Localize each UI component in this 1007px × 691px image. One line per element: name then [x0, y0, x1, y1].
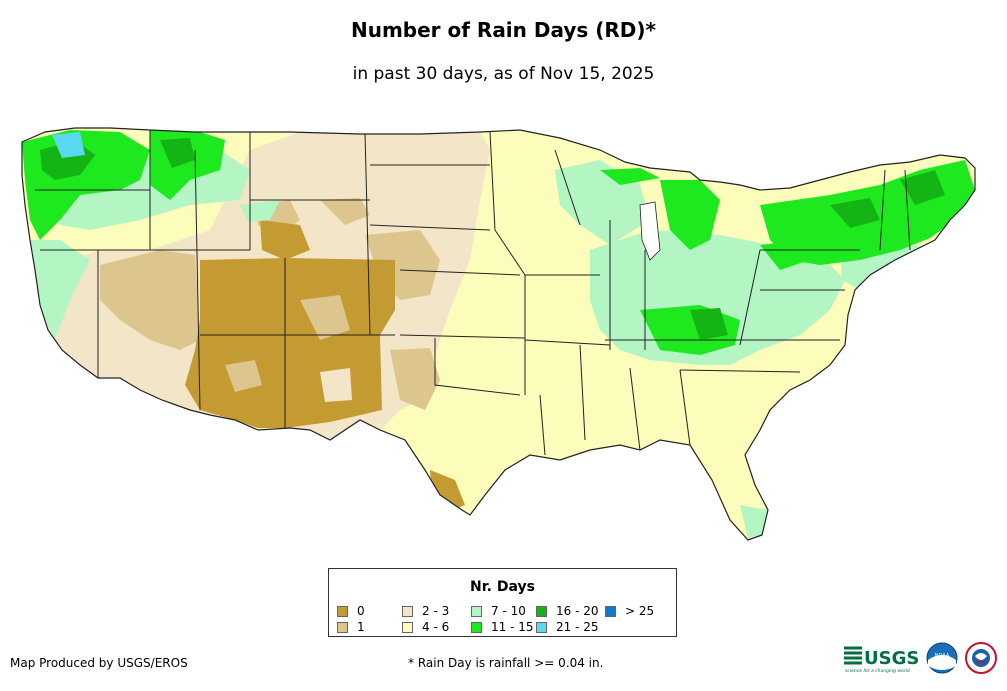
usgs-logo: USGS science for a changing world: [844, 646, 919, 674]
legend-swatch-7: [536, 621, 547, 633]
legend-label: 4 - 6: [422, 620, 450, 634]
state-borders: [35, 128, 911, 456]
legend-item-6: 16 - 20: [536, 604, 599, 618]
us-outline: [21, 127, 976, 541]
map-title: Number of Rain Days (RD)*: [350, 18, 656, 42]
legend-label: 7 - 10: [491, 604, 526, 618]
svg-text:NOAA: NOAA: [935, 653, 950, 659]
legend-item-1: 1: [337, 620, 365, 634]
legend-label: 1: [357, 620, 365, 634]
map-credit: Map Produced by USGS/EROS: [10, 656, 188, 670]
legend-swatch-8: [605, 605, 616, 617]
us-rain-days-map: [21, 127, 976, 541]
legend-swatch-4: [471, 605, 482, 617]
legend-item-7: 21 - 25: [536, 620, 599, 634]
legend-label: 0: [357, 604, 365, 618]
legend-swatch-3: [402, 621, 413, 633]
lake-michigan: [639, 201, 661, 261]
legend-title: Nr. Days: [470, 579, 535, 595]
legend-label: 2 - 3: [422, 604, 450, 618]
noaa-logo: NOAA: [926, 642, 958, 674]
legend-label: 21 - 25: [556, 620, 599, 634]
legend-label: 11 - 15: [491, 620, 534, 634]
legend-label: 16 - 20: [556, 604, 599, 618]
legend: Nr. Days 0 1 2 - 3 4 - 6 7 - 10 11 - 15 …: [328, 568, 677, 637]
legend-item-0: 0: [337, 604, 365, 618]
legend-swatch-6: [536, 605, 547, 617]
legend-item-3: 4 - 6: [402, 620, 449, 634]
legend-item-5: 11 - 15: [471, 620, 534, 634]
legend-item-8: > 25: [605, 604, 654, 618]
agency-logos: USGS science for a changing world NOAA: [844, 642, 997, 674]
rain-day-footnote: * Rain Day is rainfall >= 0.04 in.: [408, 656, 604, 670]
legend-swatch-0: [337, 605, 348, 617]
legend-swatch-2: [402, 605, 413, 617]
svg-text:USGS: USGS: [864, 648, 919, 669]
legend-item-4: 7 - 10: [471, 604, 526, 618]
legend-item-2: 2 - 3: [402, 604, 449, 618]
svg-text:science for a changing world: science for a changing world: [845, 668, 910, 674]
legend-swatch-1: [337, 621, 348, 633]
legend-swatch-5: [471, 621, 482, 633]
legend-label: > 25: [625, 604, 655, 618]
map-subtitle: in past 30 days, as of Nov 15, 2025: [352, 64, 655, 84]
nws-logo: [965, 642, 997, 674]
